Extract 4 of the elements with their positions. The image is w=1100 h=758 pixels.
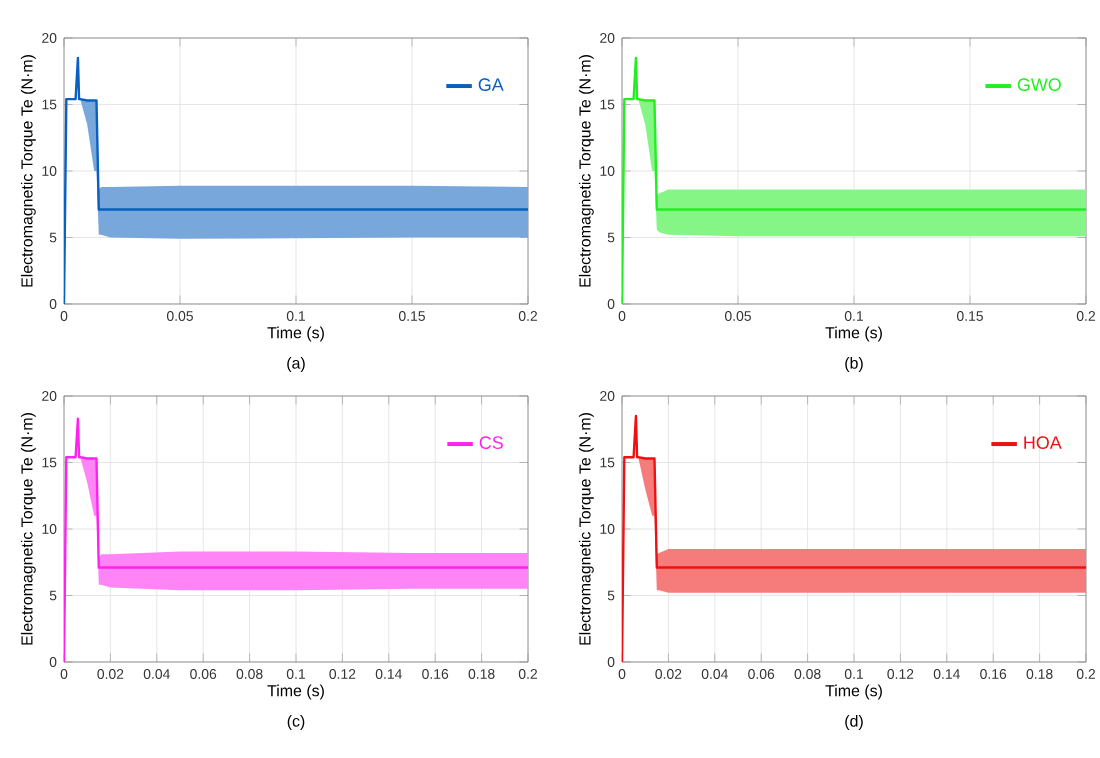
- legend-label: HOA: [1024, 436, 1062, 449]
- legend-label: GA: [478, 78, 504, 91]
- legend-label: GWO: [1017, 78, 1061, 91]
- legend-label: CS: [479, 436, 503, 449]
